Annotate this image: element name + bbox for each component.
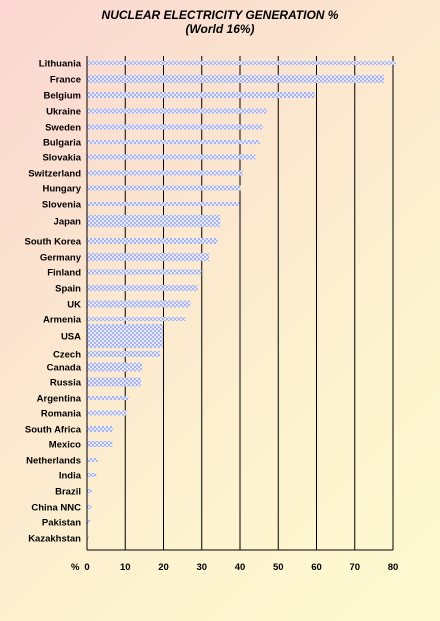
bars	[87, 61, 396, 540]
bar	[87, 489, 92, 493]
bar	[87, 410, 127, 416]
category-label: Slovenia	[42, 200, 82, 211]
bar	[87, 396, 129, 400]
bar	[87, 317, 186, 321]
bar	[87, 108, 267, 114]
category-label: Bulgaria	[43, 138, 82, 149]
category-label: Hungary	[42, 184, 81, 195]
category-label: Russia	[50, 378, 82, 389]
bar	[87, 238, 218, 244]
bar	[87, 154, 256, 160]
category-label: France	[50, 75, 81, 86]
x-tick-label: 30	[196, 562, 207, 573]
bar	[87, 75, 384, 83]
category-label: Brazil	[55, 487, 81, 498]
bar	[87, 505, 92, 509]
bar	[87, 324, 163, 348]
bar	[87, 351, 161, 357]
bar	[87, 253, 210, 261]
x-tick-label: 80	[388, 562, 399, 573]
bar	[87, 285, 198, 291]
category-label: India	[59, 471, 82, 482]
x-tick-label: 60	[311, 562, 322, 573]
chart-subtitle: (World 16%)	[185, 22, 254, 36]
bar	[87, 185, 241, 191]
x-tick-label: 70	[349, 562, 360, 573]
category-label: UK	[67, 300, 81, 311]
bar	[87, 377, 142, 387]
category-label: Czech	[53, 350, 81, 361]
bar	[87, 61, 396, 65]
category-label: Switzerland	[28, 169, 81, 180]
category-label: Romania	[41, 409, 82, 420]
category-label: South Africa	[25, 425, 82, 436]
category-label: USA	[61, 332, 81, 343]
category-label: Lithuania	[39, 59, 82, 70]
bar	[87, 215, 221, 227]
bar	[87, 426, 113, 432]
category-labels: Lithuania France Belgium Ukraine Sweden Bulga…	[25, 59, 82, 545]
x-axis-ticks: 0 10 20 30 40 50 60 70 80	[84, 562, 398, 573]
category-label: Sweden	[45, 123, 81, 134]
category-label: Spain	[55, 284, 81, 295]
bar	[87, 170, 243, 176]
bar	[87, 536, 89, 540]
x-tick-label: 40	[235, 562, 246, 573]
bar	[87, 92, 315, 98]
bar	[87, 269, 202, 275]
category-label: Germany	[40, 253, 82, 264]
gridlines	[86, 56, 394, 551]
bar	[87, 473, 97, 477]
bar	[87, 124, 263, 130]
category-label: Netherlands	[26, 456, 81, 467]
category-label: Finland	[47, 268, 81, 279]
x-axis-label: %	[71, 562, 80, 573]
x-tick-label: 20	[158, 562, 169, 573]
x-tick-label: 10	[120, 562, 131, 573]
bar	[87, 202, 240, 206]
x-tick-label: 50	[273, 562, 284, 573]
bar	[87, 520, 90, 524]
bar	[87, 458, 98, 462]
category-label: South Korea	[25, 237, 82, 248]
x-tick-label: 0	[84, 562, 89, 573]
category-label: Pakistan	[42, 518, 81, 529]
category-label: Kazakhstan	[28, 534, 81, 545]
bar	[87, 300, 191, 308]
category-label: Ukraine	[46, 107, 81, 118]
bar	[87, 140, 260, 144]
category-label: Argentina	[37, 394, 82, 405]
category-label: Mexico	[49, 440, 81, 451]
chart-title: NUCLEAR ELECTRICITY GENERATION %	[102, 8, 339, 22]
category-label: Belgium	[44, 91, 81, 102]
category-label: Armenia	[43, 315, 82, 326]
category-label: Slovakia	[42, 153, 81, 164]
category-label: China NNC	[31, 503, 81, 514]
bar	[87, 441, 113, 447]
category-label: Canada	[47, 363, 82, 374]
category-label: Japan	[54, 217, 82, 228]
bar	[87, 362, 143, 372]
